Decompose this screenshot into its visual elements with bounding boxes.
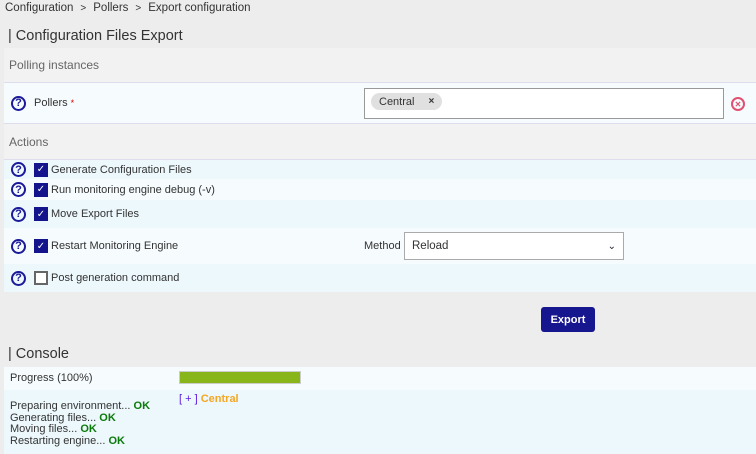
- breadcrumb-separator: >: [135, 3, 142, 14]
- checkbox-debug[interactable]: ✓: [34, 182, 48, 197]
- tag-remove-icon[interactable]: ×: [428, 96, 435, 107]
- action-row: ? ✓ Move Export Files: [4, 200, 756, 228]
- help-icon[interactable]: ?: [11, 238, 26, 254]
- poller-tag: Central ×: [371, 93, 443, 110]
- pollers-label: Pollers: [34, 97, 68, 109]
- action-label: Run monitoring engine debug (-v): [51, 183, 215, 196]
- progress-row: Progress (100%): [4, 367, 756, 390]
- breadcrumb: Configuration > Pollers > Export configurati…: [5, 2, 251, 14]
- progress-label: Progress (100%): [10, 372, 93, 384]
- poller-name: Central: [200, 393, 239, 405]
- export-button[interactable]: Export: [541, 307, 595, 332]
- action-row: ? ✓ Run monitoring engine debug (-v): [4, 179, 756, 200]
- x-circle-icon[interactable]: ✕: [731, 97, 745, 111]
- checkbox-post-command[interactable]: [34, 271, 48, 285]
- breadcrumb-pollers[interactable]: Pollers: [93, 2, 129, 14]
- progress-fill: [180, 372, 300, 383]
- page-title: | Configuration Files Export: [8, 28, 183, 44]
- action-label: Generate Configuration Files: [51, 163, 192, 176]
- log-line: Preparing environment... OK: [10, 400, 151, 412]
- breadcrumb-export[interactable]: Export configuration: [148, 2, 251, 14]
- console-title: | Console: [8, 346, 69, 362]
- method-value: Reload: [412, 240, 449, 252]
- breadcrumb-separator: >: [80, 3, 87, 14]
- poller-tag-label: Central: [379, 95, 415, 108]
- console-log: Preparing environment... OK Generating f…: [10, 400, 151, 448]
- actions-header: Actions: [4, 124, 756, 160]
- log-line: Restarting engine... OK: [10, 435, 125, 448]
- action-label: Move Export Files: [51, 208, 140, 220]
- checkbox-generate[interactable]: ✓: [34, 162, 48, 177]
- progress-bar: [179, 371, 301, 384]
- pollers-input[interactable]: Central ×: [364, 88, 724, 119]
- action-row: ? ✓ Restart Monitoring Engine Method: [4, 228, 756, 264]
- action-label: Post generation command: [51, 272, 180, 284]
- method-label: Method: [364, 240, 401, 252]
- checkbox-restart[interactable]: ✓: [34, 239, 48, 253]
- required-marker: *: [70, 98, 75, 108]
- breadcrumb-configuration[interactable]: Configuration: [5, 2, 74, 14]
- action-row: ? ✓ Generate Configuration Files: [4, 160, 756, 179]
- poller-status: [ + ] Central: [179, 393, 239, 405]
- console-log-area: [ + ] Central Preparing environment... O…: [4, 390, 756, 454]
- help-icon[interactable]: ?: [11, 162, 26, 177]
- method-select[interactable]: Reload ⌄: [404, 232, 624, 260]
- log-line: Moving files... OK: [10, 423, 97, 436]
- help-icon[interactable]: ?: [11, 182, 26, 197]
- action-label: Restart Monitoring Engine: [51, 240, 179, 252]
- log-line: Generating files... OK: [10, 411, 116, 424]
- chevron-down-icon: ⌄: [607, 240, 616, 252]
- help-icon[interactable]: ?: [11, 95, 26, 111]
- expand-toggle[interactable]: [ + ]: [179, 393, 198, 405]
- action-row: ? Post generation command: [4, 264, 756, 292]
- checkbox-move[interactable]: ✓: [34, 207, 48, 221]
- help-icon[interactable]: ?: [11, 206, 26, 222]
- help-icon[interactable]: ?: [11, 270, 26, 286]
- polling-instances-header: Polling instances: [4, 48, 756, 83]
